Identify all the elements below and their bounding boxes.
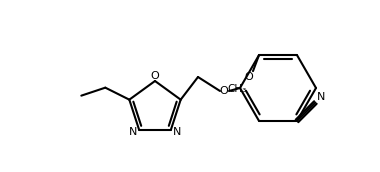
Text: N: N <box>317 92 326 101</box>
Text: CH₃: CH₃ <box>227 84 247 94</box>
Text: O: O <box>150 71 159 81</box>
Text: N: N <box>129 127 137 137</box>
Text: N: N <box>173 127 181 137</box>
Text: O: O <box>220 86 228 96</box>
Text: O: O <box>245 72 253 82</box>
